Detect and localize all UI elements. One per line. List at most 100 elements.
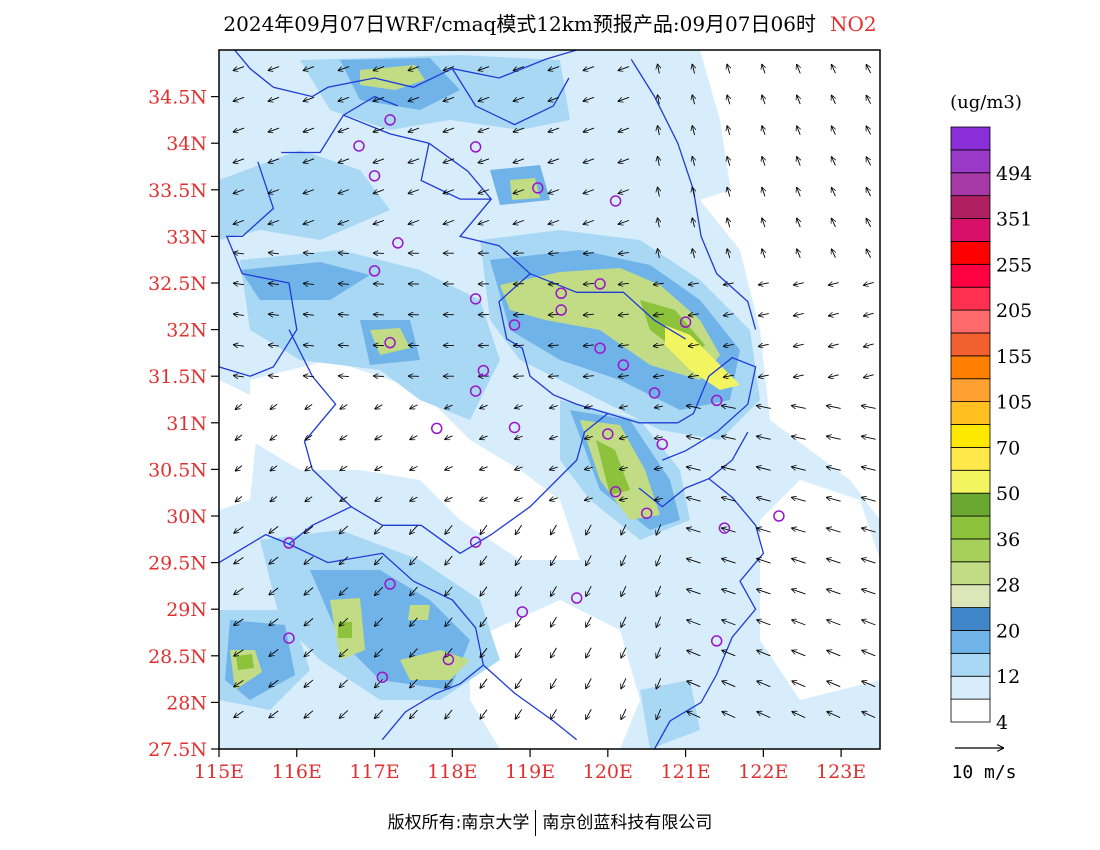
wind-vector xyxy=(338,66,350,71)
wind-vector xyxy=(758,283,769,285)
colorbar-segment xyxy=(950,149,991,174)
lon-tick-label: 121E xyxy=(661,761,711,783)
wind-vector xyxy=(586,709,592,720)
wind-vector-field xyxy=(233,64,876,720)
wind-vector xyxy=(443,158,455,163)
wind-vector xyxy=(826,620,841,626)
wind-vector xyxy=(826,405,841,408)
wind-vector xyxy=(757,711,771,719)
wind-vector xyxy=(831,126,835,135)
wind-vector xyxy=(721,650,736,657)
wind-vector xyxy=(269,556,279,564)
wind-vector xyxy=(618,345,629,346)
footer-separator xyxy=(535,810,537,836)
wind-vector xyxy=(443,66,455,71)
wind-vector xyxy=(618,189,630,194)
boundary-line xyxy=(529,273,686,340)
wind-vector xyxy=(831,218,835,228)
wind-vector xyxy=(686,558,701,564)
wind-vector xyxy=(721,620,736,626)
copyright-text: 版权所有:南京大学 xyxy=(387,813,530,833)
wind-vector xyxy=(828,344,839,347)
colorbar-segment xyxy=(950,309,991,334)
wind-vector xyxy=(515,555,523,566)
wind-vector xyxy=(656,647,662,658)
wind-vector xyxy=(586,555,592,566)
wind-vector xyxy=(408,189,420,194)
wind-vector xyxy=(826,558,841,564)
wind-vector xyxy=(480,617,488,627)
wind-vector xyxy=(791,620,806,626)
wind-vector xyxy=(583,127,595,132)
colorbar-segment xyxy=(950,469,991,494)
wind-vector xyxy=(657,94,659,105)
lat-tick-label: 28N xyxy=(166,692,207,714)
wind-vector xyxy=(513,219,525,224)
wind-vector xyxy=(721,436,736,439)
lat-tick-label: 30N xyxy=(166,506,207,528)
wind-vector xyxy=(233,618,244,626)
wind-vector xyxy=(445,555,453,565)
wind-vector xyxy=(269,525,279,533)
wind-vector xyxy=(235,434,243,441)
wind-vector xyxy=(303,96,315,101)
wind-vector xyxy=(619,406,628,408)
wind-vector xyxy=(513,189,525,194)
wind-vector xyxy=(548,158,560,163)
wind-vector xyxy=(863,375,874,378)
wind-vector xyxy=(621,678,627,689)
wind-vector xyxy=(338,189,350,194)
station-marker xyxy=(594,342,606,354)
footer: 版权所有:南京大学 南京创蓝科技有限公司 xyxy=(0,808,1100,836)
wind-vector xyxy=(727,187,730,197)
wind-vector xyxy=(656,585,662,597)
colorbar-label: 20 xyxy=(996,620,1020,642)
wind-vector xyxy=(550,586,557,596)
wind-vector xyxy=(548,284,559,285)
wind-vector xyxy=(408,219,420,224)
longitude-axis: 115E 116E 117E 118E 119E 120E 121E 122E 123E xyxy=(194,749,866,783)
wind-vector xyxy=(657,125,659,136)
station-marker xyxy=(773,510,785,522)
colorbar-label: 255 xyxy=(996,254,1032,276)
station-marker xyxy=(508,421,521,434)
wind-vector xyxy=(586,647,592,659)
concentration-field-yellow xyxy=(665,325,740,390)
wind-vector xyxy=(618,66,630,71)
station-marker xyxy=(532,182,544,194)
wind-vector xyxy=(723,375,734,377)
map-area xyxy=(219,50,880,749)
colorbar-label: 494 xyxy=(996,163,1032,185)
wind-vector xyxy=(304,587,314,596)
wind-vector xyxy=(791,528,806,533)
station-marker xyxy=(384,114,396,126)
wind-vector xyxy=(478,66,490,71)
wind-vector xyxy=(445,678,453,688)
colorbar-segment xyxy=(950,561,991,586)
wind-vector xyxy=(235,496,243,502)
wind-vector xyxy=(826,589,841,595)
wind-vector xyxy=(339,525,349,534)
colorbar-segment xyxy=(950,492,991,517)
colorbar-segment xyxy=(950,241,991,265)
wind-vector xyxy=(270,496,278,502)
wind-vector xyxy=(583,219,595,224)
wind-vector xyxy=(861,497,876,502)
wind-vector xyxy=(721,497,736,502)
wind-vector xyxy=(480,709,488,720)
lon-tick-label: 117E xyxy=(349,761,399,783)
wind-vector xyxy=(831,156,835,166)
lat-tick-label: 27.5N xyxy=(148,739,207,761)
wind-vector xyxy=(550,678,557,689)
wind-vector xyxy=(723,344,734,346)
wind-vector xyxy=(480,524,488,535)
wind-vector xyxy=(723,314,734,316)
wind-vector xyxy=(762,156,765,166)
station-marker xyxy=(570,592,583,604)
wind-vector xyxy=(791,558,806,564)
wind-vector xyxy=(828,375,839,378)
wind-vector xyxy=(233,314,244,316)
wind-vector xyxy=(373,189,385,194)
wind-vector xyxy=(686,681,701,688)
wind-vector xyxy=(480,555,488,566)
